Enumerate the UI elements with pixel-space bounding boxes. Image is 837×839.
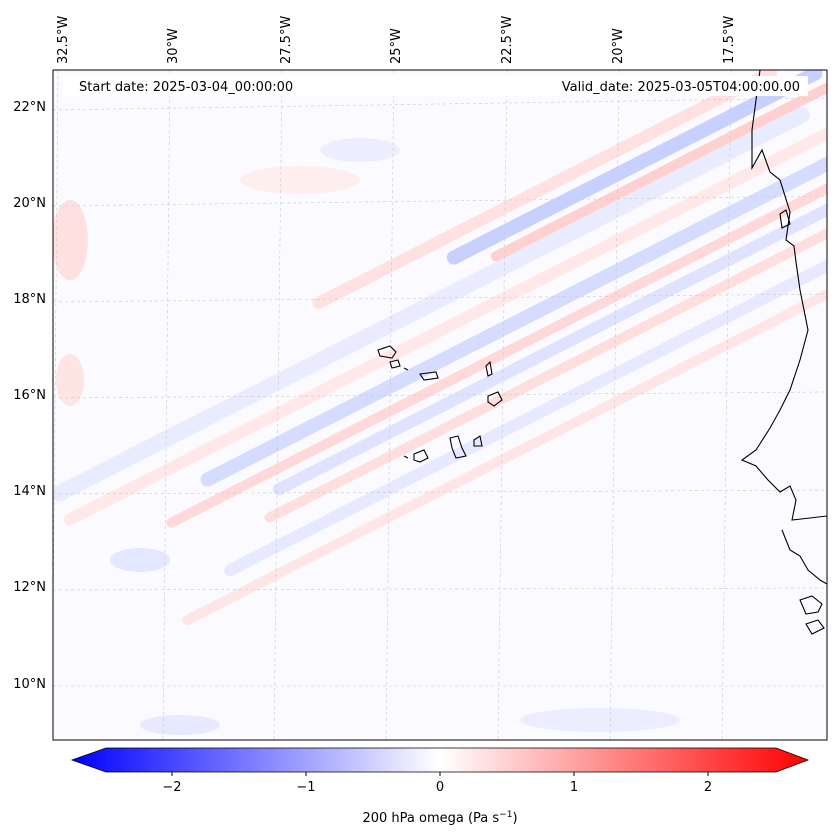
island-fogo: [413, 449, 429, 463]
lon-label-27-5w: 27.5°W: [279, 16, 294, 64]
latitude-labels: 22°N 20°N 18°N 16°N 14°N 12°N 10°N: [13, 100, 46, 692]
island-sao-nicolau: [419, 371, 439, 381]
colorbar-tick-label: 2: [704, 780, 712, 795]
lat-label-10n: 10°N: [13, 677, 46, 692]
lat-label-18n: 18°N: [13, 292, 46, 307]
colorbar-label-close: ): [512, 811, 517, 826]
colorbar-tick-label: −1: [296, 780, 315, 795]
date-info-bar: [62, 76, 808, 96]
colorbar-tick-label: 0: [436, 780, 444, 795]
island-sal: [485, 360, 493, 377]
colorbar-tick-label: 1: [570, 780, 578, 795]
lon-label-32-5w: 32.5°W: [56, 16, 71, 64]
lon-label-17-5w: 17.5°W: [722, 16, 737, 64]
lon-label-22-5w: 22.5°W: [500, 16, 515, 64]
cape-verde-islands: [377, 345, 503, 463]
lon-label-30w: 30°W: [166, 28, 181, 64]
colorbar-tick-label: −2: [162, 780, 181, 795]
lat-label-12n: 12°N: [13, 580, 46, 595]
map-panel: Start date: 2025-03-04_00:00:00 Valid_da…: [52, 69, 828, 741]
longitude-labels: 32.5°W 30°W 27.5°W 25°W 22.5°W 20°W 17.5…: [56, 16, 737, 64]
map-frame: [52, 69, 828, 741]
island-brava: [403, 455, 409, 459]
colorbar-label: 200 hPa omega (Pa s−1): [362, 810, 517, 826]
colorbar: −2 −1 0 1 2 200 hPa omega (Pa s−1): [70, 747, 810, 826]
island-boa-vista: [487, 391, 503, 407]
coastline: [740, 70, 827, 635]
omega-field: [53, 70, 827, 735]
lat-label-20n: 20°N: [13, 196, 46, 211]
island-santiago: [449, 435, 467, 459]
valid-date-text: Valid_date: 2025-03-05T04:00:00.00: [562, 80, 800, 95]
island-sao-vicente: [389, 359, 401, 369]
lon-label-25w: 25°W: [389, 28, 404, 64]
start-date-text: Start date: 2025-03-04_00:00:00: [79, 80, 293, 95]
lat-label-22n: 22°N: [13, 100, 46, 115]
lat-label-14n: 14°N: [13, 484, 46, 499]
lon-label-20w: 20°W: [611, 28, 626, 64]
colorbar-label-text: 200 hPa omega (Pa s: [362, 811, 499, 826]
colorbar-label-exponent: −1: [499, 810, 512, 820]
island-santa-luzia: [403, 367, 409, 371]
gridlines: [53, 70, 827, 740]
colorbar-ticks: −2 −1 0 1 2: [162, 772, 712, 795]
lat-label-16n: 16°N: [13, 388, 46, 403]
island-maio: [473, 435, 483, 447]
island-santo-antao: [377, 345, 397, 359]
colorbar-bar: [70, 747, 810, 773]
